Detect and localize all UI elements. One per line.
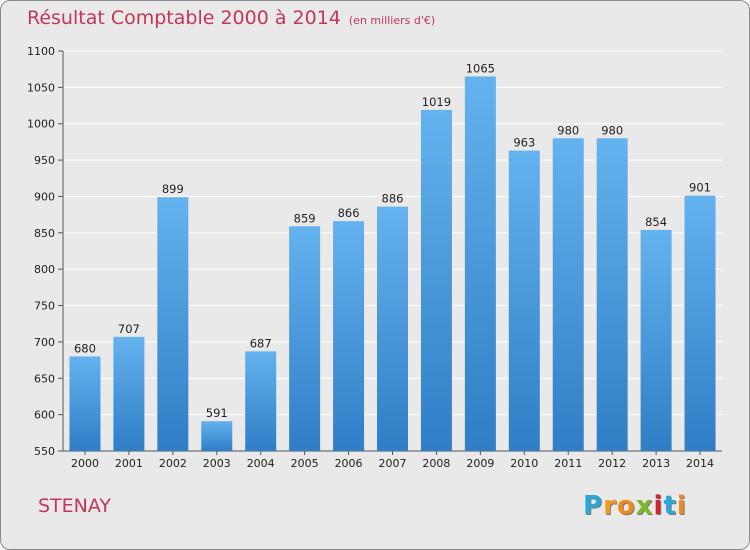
bar-value-label: 866 [338,206,360,220]
y-tick-label: 950 [34,154,55,167]
x-tick-label: 2003 [203,457,231,470]
x-tick-label: 2009 [466,457,494,470]
x-tick-label: 2012 [598,457,626,470]
x-tick-labels: 2000 2001 2002 2003 2004 2005 2006 2007 2008 2009… [71,457,714,470]
x-tick-label: 2002 [159,457,187,470]
y-tick-label: 700 [34,336,55,349]
y-tick-label: 900 [34,190,55,203]
x-tick-label: 2011 [554,457,582,470]
bar [464,76,496,452]
bar-value-label: 980 [557,123,579,137]
bar-value-label: 687 [250,336,272,350]
y-tick-label: 1000 [27,118,55,131]
bar [333,221,365,451]
bar-value-label: 859 [294,211,316,225]
bar [157,197,189,451]
x-tick-label: 2000 [71,457,99,470]
logo-letter: t [663,491,677,521]
y-tick-label: 750 [34,300,55,313]
logo-letter: o [616,491,636,521]
bar [684,195,716,451]
bar-value-label: 854 [645,215,667,229]
bar-value-label: 680 [74,341,96,355]
x-tick-label: 2010 [510,457,538,470]
x-tick-label: 2001 [115,457,143,470]
y-tick-label: 1050 [27,81,55,94]
y-tick-label: 850 [34,227,55,240]
bar [201,421,233,451]
bars [69,76,716,452]
bar-value-label: 591 [206,406,228,420]
value-labels: 680 707 899 591 687 859 866 886 1019 1065 963 980 98… [74,61,711,420]
bar [596,138,628,452]
bar [552,138,584,452]
bar-value-label: 707 [118,322,140,336]
x-tick-label: 2013 [642,457,670,470]
title-text: Résultat Comptable 2000 à 2014 [27,7,341,29]
bar-value-label: 980 [601,123,623,137]
proxiti-logo: Proxiti [583,491,687,521]
logo-letter: x [635,491,654,521]
bar [420,109,452,451]
bar-value-label: 1019 [422,95,451,109]
y-tick-label: 650 [34,372,55,385]
logo-letter: i [676,491,687,521]
x-tick-label: 2005 [291,457,319,470]
y-tick-label: 600 [34,409,55,422]
bar-value-label: 899 [162,182,184,196]
city-name: STENAY [38,495,112,517]
bar [245,351,277,451]
y-tick-label: 550 [34,445,55,458]
y-tick-label: 800 [34,263,55,276]
x-tick-label: 2007 [379,457,407,470]
bar [508,150,540,452]
bar-value-label: 1065 [466,61,495,75]
bar-value-label: 901 [689,181,711,195]
logo-letter: i [653,491,664,521]
chart-title: Résultat Comptable 2000 à 2014 (en millie… [27,7,435,29]
bar [377,206,408,451]
x-tick-label: 2004 [247,457,275,470]
logo-letter: P [583,491,604,521]
x-tick-label: 2014 [686,457,714,470]
bar [640,229,672,451]
bar [113,336,145,451]
bar [69,356,101,451]
unit-text: (en milliers d'€) [348,14,436,27]
x-tick-label: 2008 [422,457,450,470]
y-tick-label: 1100 [27,45,55,58]
bar-value-label: 886 [382,192,404,206]
x-tick-label: 2006 [335,457,363,470]
bar [289,226,321,451]
logo-letter: r [603,491,617,521]
y-tick-labels: 550 600 650 700 750 800 850 900 950 1000 1050 1100 [27,45,55,458]
bar-value-label: 963 [513,136,535,150]
